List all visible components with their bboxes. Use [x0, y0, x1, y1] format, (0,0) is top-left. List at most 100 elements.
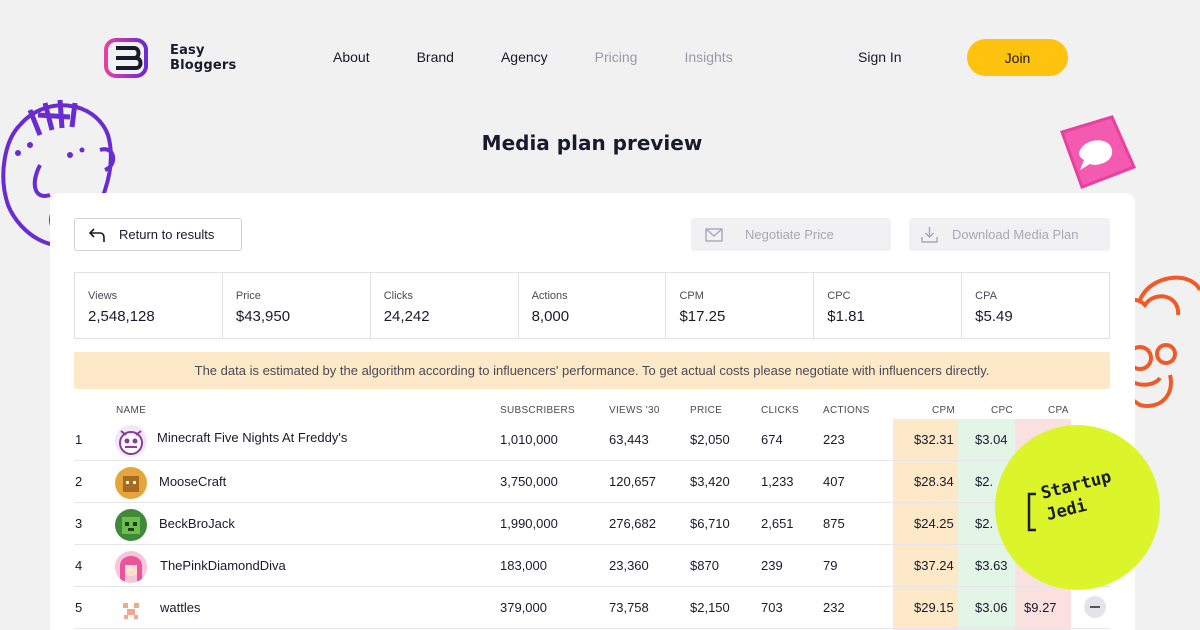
- cell-views: 23,360: [609, 558, 649, 573]
- cell-cpm: $24.25: [914, 516, 954, 531]
- download-icon: [921, 227, 938, 243]
- cell-cpc: $3.04: [975, 432, 1008, 447]
- page-title: Media plan preview: [481, 131, 703, 155]
- table-row[interactable]: 4 ThePinkDiamondDiva 183,000 23,360 $870…: [74, 545, 1110, 587]
- stat-label: Views: [88, 290, 118, 302]
- stat-label: Price: [235, 290, 261, 302]
- nav-pricing[interactable]: Pricing: [594, 49, 638, 65]
- cell-actions: 232: [823, 600, 845, 615]
- col-name[interactable]: NAME: [116, 405, 147, 416]
- avatar: [115, 509, 147, 541]
- cell-subscribers: 3,750,000: [500, 474, 558, 489]
- nav-about[interactable]: About: [333, 49, 370, 65]
- stat-views: Views 2,548,128: [75, 273, 223, 338]
- negotiate-label: Negotiate Price: [745, 227, 834, 242]
- main-nav: About Brand Agency Pricing Insights: [333, 49, 780, 65]
- brand-logo[interactable]: Easy Bloggers: [104, 38, 236, 78]
- fnaf-avatar-icon: [115, 425, 147, 457]
- media-plan-card: Return to results Negotiate Price Downlo…: [50, 193, 1135, 630]
- stat-cpm: CPM $17.25: [666, 273, 815, 338]
- stat-value: 24,242: [383, 308, 430, 325]
- stat-cpa: CPA $5.49: [962, 273, 1109, 338]
- cell-price: $2,050: [690, 432, 730, 447]
- cell-actions: 875: [823, 516, 845, 531]
- cell-subscribers: 1,990,000: [500, 516, 558, 531]
- nav-agency[interactable]: Agency: [500, 49, 548, 65]
- download-media-plan-button[interactable]: Download Media Plan: [909, 218, 1110, 251]
- wattles-avatar-icon: [115, 593, 147, 625]
- cell-views: 276,682: [609, 516, 656, 531]
- cell-actions: 79: [823, 558, 838, 573]
- avatar: [115, 593, 147, 625]
- cell-cpm: $28.34: [914, 474, 954, 489]
- col-price[interactable]: PRICE: [690, 405, 723, 416]
- stat-actions: Actions 8,000: [519, 273, 667, 338]
- row-number: 2: [75, 474, 83, 489]
- sign-in-link[interactable]: Sign In: [858, 49, 902, 65]
- stat-price: Price $43,950: [223, 273, 371, 338]
- col-views[interactable]: VIEWS '30: [609, 405, 660, 416]
- cell-price: $6,710: [690, 516, 730, 531]
- remove-row-button[interactable]: [1084, 596, 1106, 618]
- cell-clicks: 674: [761, 432, 783, 447]
- brand-name-line2: Bloggers: [170, 58, 237, 73]
- cell-cpc: $2.: [975, 474, 994, 489]
- cell-views: 73,758: [609, 600, 649, 615]
- stat-label: Actions: [531, 290, 568, 302]
- influencer-name[interactable]: Minecraft Five Nights At Freddy's: [157, 430, 348, 445]
- row-number: 3: [75, 516, 83, 531]
- cell-cpm: $32.31: [914, 432, 954, 447]
- cell-cpm: $37.24: [914, 558, 954, 573]
- stat-label: Clicks: [383, 290, 414, 302]
- brand-name-line1: Easy: [170, 43, 205, 58]
- return-to-results-button[interactable]: Return to results: [74, 218, 242, 251]
- nav-brand[interactable]: Brand: [416, 49, 454, 65]
- stat-value: $5.49: [975, 308, 1013, 325]
- cell-cpc: $2.: [975, 516, 994, 531]
- cell-subscribers: 379,000: [500, 600, 547, 615]
- row-number: 4: [75, 558, 83, 573]
- pinkdiamonddiva-avatar-icon: [115, 551, 147, 583]
- col-clicks[interactable]: CLICKS: [761, 405, 799, 416]
- influencer-name[interactable]: wattles: [160, 600, 201, 615]
- minus-icon: [1090, 606, 1100, 608]
- summary-stats: Views 2,548,128 Price $43,950 Clicks 24,242…: [74, 272, 1110, 339]
- influencer-name[interactable]: MooseCraft: [159, 474, 227, 489]
- download-label: Download Media Plan: [952, 227, 1079, 242]
- cell-cpc: $3.63: [975, 558, 1008, 573]
- avatar: [115, 551, 147, 583]
- estimate-notice: The data is estimated by the algorithm a…: [74, 352, 1110, 389]
- nav-insights[interactable]: Insights: [684, 49, 733, 65]
- startup-jedi-badge: [995, 425, 1160, 590]
- join-button[interactable]: Join: [967, 39, 1068, 76]
- cpm-column-highlight: [893, 419, 958, 630]
- influencer-name[interactable]: BeckBroJack: [159, 516, 235, 531]
- col-cpa[interactable]: CPA: [1048, 405, 1069, 416]
- stat-value: $17.25: [679, 308, 726, 325]
- moosecraft-avatar-icon: [115, 467, 147, 499]
- table-row[interactable]: 5 wattles 379,000 73,758 $2,150 703 232 …: [74, 587, 1110, 629]
- col-cpm[interactable]: CPM: [932, 405, 956, 416]
- negotiate-price-button[interactable]: Negotiate Price: [691, 218, 891, 251]
- avatar: [115, 425, 147, 457]
- cell-clicks: 1,233: [761, 474, 794, 489]
- cell-clicks: 2,651: [761, 516, 794, 531]
- cell-price: $2,150: [690, 600, 730, 615]
- cell-actions: 223: [823, 432, 845, 447]
- cell-clicks: 703: [761, 600, 783, 615]
- avatar: [115, 467, 147, 499]
- influencer-name[interactable]: ThePinkDiamondDiva: [160, 558, 286, 573]
- table-row[interactable]: 3 BeckBroJack 1,990,000 276,682 $6,710 2…: [74, 503, 1110, 545]
- col-cpc[interactable]: CPC: [991, 405, 1014, 416]
- chat-bubble-doodle: [1060, 115, 1137, 189]
- stat-value: 2,548,128: [88, 308, 155, 325]
- table-row[interactable]: 1 Minecraft Five Nights At Freddy's 1,01…: [74, 419, 1110, 461]
- stat-value: $43,950: [235, 308, 291, 325]
- col-actions[interactable]: ACTIONS: [823, 405, 870, 416]
- col-subscribers[interactable]: SUBSCRIBERS: [500, 405, 575, 416]
- envelope-icon: [705, 227, 723, 242]
- table-row[interactable]: 2 MooseCraft 3,750,000 120,657 $3,420 1,…: [74, 461, 1110, 503]
- stat-label: CPA: [975, 290, 997, 302]
- beckbrojack-avatar-icon: [115, 509, 147, 541]
- cell-cpa: $9.27: [1024, 600, 1057, 615]
